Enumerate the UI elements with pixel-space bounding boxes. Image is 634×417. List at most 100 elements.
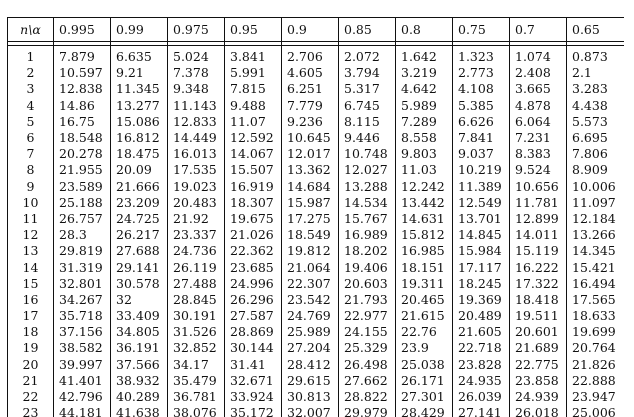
value-cell: 32.801 — [53, 275, 111, 292]
value-cell: 11.345 — [110, 81, 168, 98]
table-row: 10 25.188 23.209 20.483 18.307 15.987 14.534 13… — [7, 194, 624, 211]
value-cell: 24.769 — [281, 308, 339, 325]
value-cell: 34.267 — [53, 291, 111, 308]
value-cell: 14.449 — [167, 129, 225, 147]
value-cell: 19.369 — [452, 291, 510, 308]
value-cell: 22.718 — [452, 340, 510, 357]
value-cell: 9.348 — [167, 81, 225, 98]
value-cell: 1.074 — [509, 45, 567, 66]
value-cell: 12.899 — [509, 210, 567, 228]
row-n-cell: 10 — [7, 194, 54, 211]
value-cell: 23.828 — [452, 356, 510, 373]
row-n-cell: 5 — [7, 113, 54, 130]
table-row: 9 23.589 21.666 19.023 16.919 14.684 13.288 12.… — [7, 178, 624, 195]
value-cell: 23.337 — [167, 227, 225, 244]
value-cell: 7.815 — [224, 81, 282, 98]
value-cell: 12.592 — [224, 129, 282, 147]
value-cell: 16.812 — [110, 129, 168, 147]
value-cell: 14.345 — [566, 243, 624, 260]
value-cell: 28.869 — [224, 324, 282, 341]
corner-header: n\α — [7, 17, 54, 42]
value-cell: 4.108 — [452, 81, 510, 98]
value-cell: 15.507 — [224, 162, 282, 179]
value-cell: 37.566 — [110, 356, 168, 373]
header-row: n\α 0.995 0.99 0.975 0.95 0.9 0.85 0.8 0… — [7, 17, 624, 42]
value-cell: 17.535 — [167, 162, 225, 179]
value-cell: 2.706 — [281, 45, 339, 66]
value-cell: 20.764 — [566, 340, 624, 357]
value-cell: 17.117 — [452, 259, 510, 276]
value-cell: 21.605 — [452, 324, 510, 341]
value-cell: 31.526 — [167, 324, 225, 341]
value-cell: 5.317 — [338, 81, 396, 98]
value-cell: 4.605 — [281, 65, 339, 82]
value-cell: 21.689 — [509, 340, 567, 357]
value-cell: 10.645 — [281, 129, 339, 147]
value-cell: 15.119 — [509, 243, 567, 260]
value-cell: 9.037 — [452, 146, 510, 163]
table-row: 15 32.801 30.578 27.488 24.996 22.307 20.603 19… — [7, 275, 624, 292]
value-cell: 21.793 — [338, 291, 396, 308]
value-cell: 26.018 — [509, 405, 567, 417]
value-cell: 23.9 — [395, 340, 453, 357]
table-row: 23 44.181 41.638 38.076 35.172 32.007 29.979 28… — [7, 405, 624, 417]
table-row: 16 34.267 32 28.845 26.296 23.542 21.793 20.465… — [7, 291, 624, 308]
table-row: 4 14.86 13.277 11.143 9.488 7.779 6.745 5.989 5.… — [7, 97, 624, 114]
value-cell: 20.603 — [338, 275, 396, 292]
value-cell: 22.775 — [509, 356, 567, 373]
value-cell: 6.626 — [452, 113, 510, 130]
value-cell: 37.156 — [53, 324, 111, 341]
value-cell: 30.813 — [281, 388, 339, 406]
value-cell: 40.289 — [110, 388, 168, 406]
value-cell: 13.277 — [110, 97, 168, 114]
row-n-cell: 6 — [7, 129, 54, 147]
value-cell: 28.822 — [338, 388, 396, 406]
value-cell: 29.141 — [110, 259, 168, 276]
value-cell: 7.806 — [566, 146, 624, 163]
value-cell: 7.779 — [281, 97, 339, 114]
value-cell: 18.633 — [566, 308, 624, 325]
value-cell: 23.685 — [224, 259, 282, 276]
value-cell: 13.266 — [566, 227, 624, 244]
value-cell: 0.873 — [566, 45, 624, 66]
value-cell: 42.796 — [53, 388, 111, 406]
row-n-cell: 2 — [7, 65, 54, 82]
value-cell: 14.86 — [53, 97, 111, 114]
value-cell: 3.665 — [509, 81, 567, 98]
value-cell: 34.17 — [167, 356, 225, 373]
value-cell: 16.75 — [53, 113, 111, 130]
value-cell: 1.642 — [395, 45, 453, 66]
value-cell: 15.086 — [110, 113, 168, 130]
value-cell: 6.635 — [110, 45, 168, 66]
value-cell: 21.026 — [224, 227, 282, 244]
value-cell: 19.406 — [338, 259, 396, 276]
table-row: 1 7.879 6.635 5.024 3.841 2.706 2.072 1.642 1.32… — [7, 45, 624, 66]
value-cell: 10.656 — [509, 178, 567, 195]
value-cell: 15.987 — [281, 194, 339, 211]
value-cell: 21.064 — [281, 259, 339, 276]
value-cell: 30.144 — [224, 340, 282, 357]
value-cell: 24.725 — [110, 210, 168, 228]
value-cell: 20.489 — [452, 308, 510, 325]
value-cell: 32.007 — [281, 405, 339, 417]
alpha-header: 0.95 — [224, 17, 282, 42]
table-body: 1 7.879 6.635 5.024 3.841 2.706 2.072 1.642 1.32… — [7, 41, 624, 417]
value-cell: 4.438 — [566, 97, 624, 114]
value-cell: 29.615 — [281, 372, 339, 389]
value-cell: 23.858 — [509, 372, 567, 389]
value-cell: 16.985 — [395, 243, 453, 260]
value-cell: 1.323 — [452, 45, 510, 66]
value-cell: 14.845 — [452, 227, 510, 244]
row-n-cell: 16 — [7, 291, 54, 308]
value-cell: 18.307 — [224, 194, 282, 211]
table-row: 13 29.819 27.688 24.736 22.362 19.812 18.202 16… — [7, 243, 624, 260]
alpha-header: 0.99 — [110, 17, 168, 42]
value-cell: 23.209 — [110, 194, 168, 211]
value-cell: 19.511 — [509, 308, 567, 325]
value-cell: 5.024 — [167, 45, 225, 66]
value-cell: 25.989 — [281, 324, 339, 341]
value-cell: 18.475 — [110, 146, 168, 163]
value-cell: 3.283 — [566, 81, 624, 98]
row-n-cell: 1 — [7, 45, 54, 66]
row-n-cell: 8 — [7, 162, 54, 179]
